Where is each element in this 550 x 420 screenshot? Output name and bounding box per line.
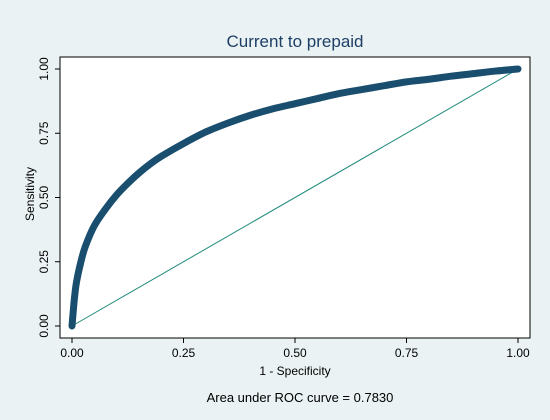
y-tick-label: 0.75	[37, 121, 51, 145]
chart-title: Current to prepaid	[226, 32, 363, 51]
x-tick-label: 1.00	[506, 346, 530, 360]
x-axis: 0.00 0.25 0.50 0.75 1.00	[60, 338, 530, 360]
x-tick-label: 0.25	[172, 346, 196, 360]
reference-diagonal-line	[71, 68, 519, 327]
y-axis-title: Sensitivity	[23, 167, 37, 221]
auc-note: Area under ROC curve = 0.7830	[207, 390, 394, 405]
x-tick-label: 0.75	[395, 346, 419, 360]
x-axis-title: 1 - Specificity	[259, 364, 330, 378]
y-tick-label: 0.25	[37, 250, 51, 274]
y-tick-label: 1.00	[37, 57, 51, 81]
x-tick-label: 0.00	[60, 346, 84, 360]
roc-curve	[68, 65, 522, 330]
y-tick-label: 0.50	[37, 185, 51, 209]
y-tick-label: 0.00	[37, 314, 51, 338]
y-axis: 0.00 0.25 0.50 0.75 1.00	[37, 57, 60, 338]
x-tick-label: 0.50	[283, 346, 307, 360]
